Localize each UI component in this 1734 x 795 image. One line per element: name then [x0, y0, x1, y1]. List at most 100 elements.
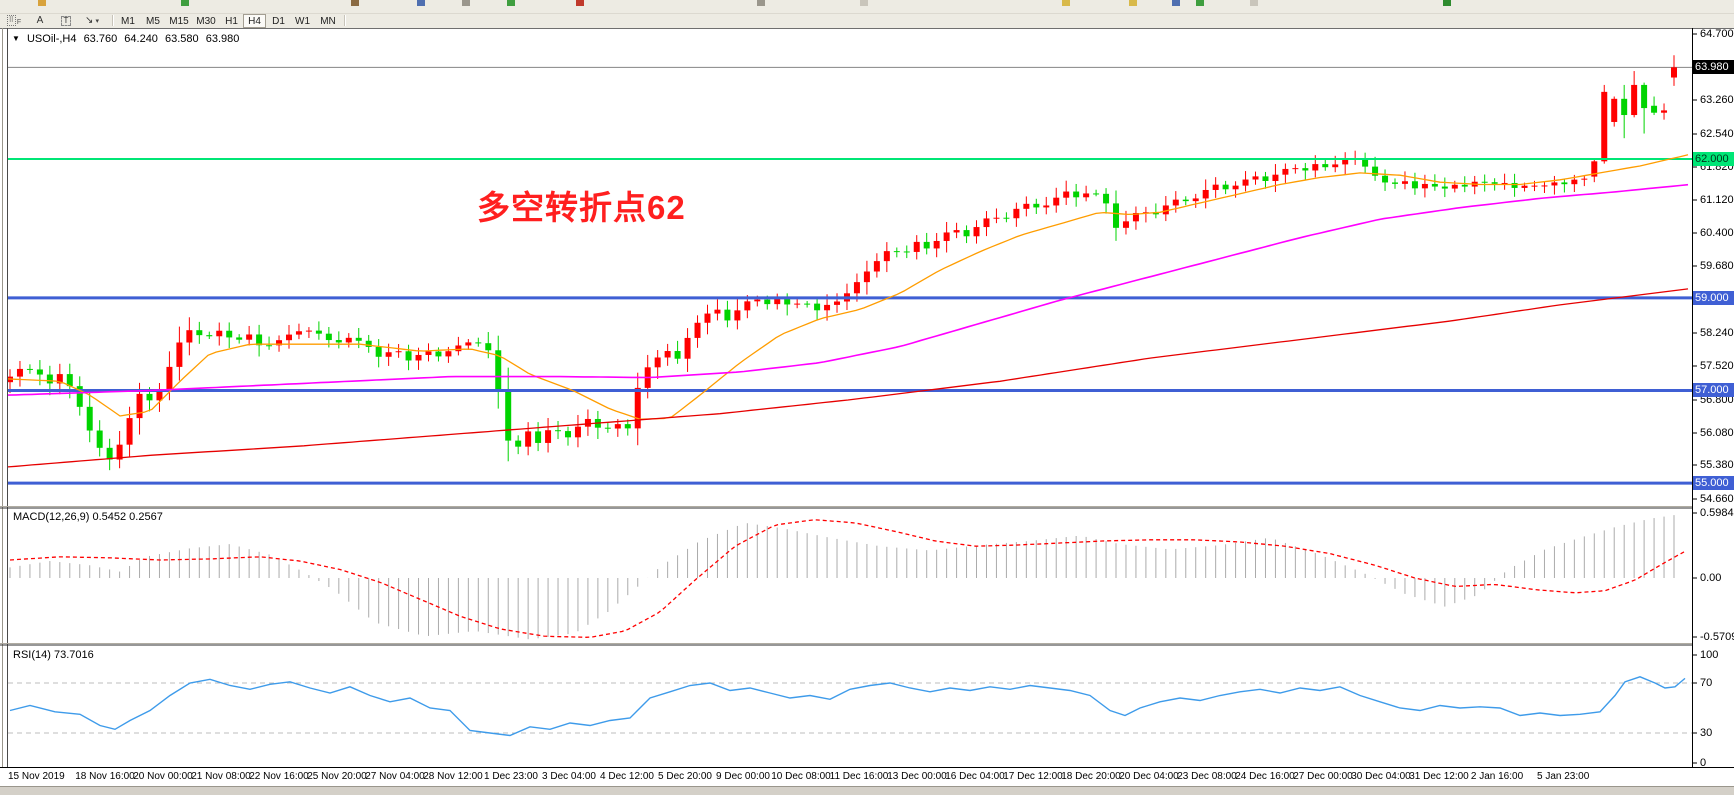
- candle: [1401, 181, 1408, 184]
- close-value: 63.980: [205, 33, 240, 45]
- candle: [545, 430, 552, 443]
- toolbar-icon-clipped[interactable]: [38, 0, 46, 6]
- candle: [1013, 208, 1020, 219]
- period-button-w1[interactable]: W1: [295, 15, 310, 27]
- pane-borders: [0, 28, 1734, 786]
- price-tick-label: 58.240: [1700, 327, 1734, 339]
- candle: [704, 313, 711, 323]
- macd-tick-label: -0.5709: [1700, 631, 1734, 643]
- candle: [66, 374, 73, 387]
- period-button-h1[interactable]: H1: [225, 15, 238, 27]
- cursor-grid-icon: ⠿: [6, 15, 16, 26]
- rsi-tick-label: 0: [1700, 757, 1707, 769]
- candle: [1581, 178, 1588, 180]
- candle: [1342, 159, 1349, 165]
- candle: [1431, 183, 1438, 187]
- period-button-mn[interactable]: MN: [320, 15, 336, 27]
- candle: [674, 351, 681, 359]
- candle: [525, 431, 532, 447]
- moving-averages: [8, 154, 1689, 468]
- candle: [1481, 181, 1488, 183]
- toolbar-icon-clipped[interactable]: [507, 0, 515, 6]
- period-button-m5[interactable]: M5: [146, 15, 160, 27]
- candle: [883, 251, 890, 262]
- toolbar-icon-clipped[interactable]: [1062, 0, 1070, 6]
- candle: [1372, 166, 1379, 176]
- time-tick-label: 22 Nov 16:00: [249, 771, 309, 782]
- period-button-h4[interactable]: H4: [243, 14, 266, 28]
- toolbar-icon-clipped[interactable]: [1250, 0, 1258, 6]
- price-tick-label: 55.380: [1700, 459, 1734, 471]
- macd-pane[interactable]: [9, 515, 1685, 640]
- candlesticks[interactable]: [7, 55, 1677, 471]
- time-tick-label: 1 Dec 23:00: [484, 771, 538, 782]
- candle: [1332, 164, 1339, 168]
- toolbar-icon-clipped[interactable]: [576, 0, 584, 6]
- candle: [415, 354, 422, 361]
- candle: [1631, 84, 1638, 116]
- period-button-m1[interactable]: M1: [121, 15, 135, 27]
- toolbar-icon-clipped[interactable]: [1196, 0, 1204, 6]
- candle: [1222, 184, 1229, 190]
- time-tick-label: 5 Dec 20:00: [658, 771, 712, 782]
- period-button-m15[interactable]: M15: [169, 15, 189, 27]
- toolbar-icon-clipped[interactable]: [351, 0, 359, 6]
- collapse-icon[interactable]: ▼: [12, 34, 20, 43]
- arrow-objects-tool-button[interactable]: ↘ ▾: [82, 14, 102, 27]
- candle: [226, 330, 233, 338]
- text-annotation-tool-button[interactable]: A: [30, 14, 50, 27]
- candle: [973, 227, 980, 237]
- arrow-objects-sub-glyph: ▾: [95, 17, 99, 25]
- arrow-objects-icon: ↘: [85, 15, 94, 26]
- macd-tick-label: 0.00: [1700, 572, 1722, 584]
- candle: [465, 342, 472, 346]
- toolbar-icon-clipped[interactable]: [1172, 0, 1180, 6]
- candle: [754, 299, 761, 302]
- candle: [1491, 182, 1498, 184]
- toolbar-icon-clipped[interactable]: [417, 0, 425, 6]
- candle: [1561, 182, 1568, 185]
- candle: [425, 351, 432, 355]
- candle: [1033, 203, 1040, 208]
- candle: [1113, 203, 1120, 228]
- candle: [315, 330, 322, 334]
- time-tick-label: 30 Dec 04:00: [1351, 771, 1411, 782]
- toolbar-icon-clipped[interactable]: [462, 0, 470, 6]
- candle: [933, 240, 940, 249]
- rsi-pane[interactable]: [8, 676, 1692, 737]
- chart-text-annotation[interactable]: 多空转折点62: [477, 189, 686, 226]
- candle: [1252, 176, 1259, 180]
- chart-symbol-header[interactable]: ▼ USOil-,H4 63.760 64.240 63.580 63.980: [12, 33, 243, 45]
- horizontal-levels[interactable]: [8, 158, 1692, 485]
- candle: [86, 406, 93, 431]
- toolbar-icon-clipped[interactable]: [181, 0, 189, 6]
- candle: [784, 298, 791, 305]
- toolbar-icon-clipped[interactable]: [1129, 0, 1137, 6]
- time-tick-label: 9 Dec 00:00: [716, 771, 770, 782]
- candle: [1621, 98, 1628, 116]
- period-button-d1[interactable]: D1: [272, 15, 285, 27]
- candle: [1202, 189, 1209, 199]
- candle: [166, 366, 173, 391]
- time-tick-label: 20 Nov 00:00: [133, 771, 193, 782]
- toolbar-icon-clipped[interactable]: [757, 0, 765, 6]
- candle: [1172, 199, 1179, 206]
- candle: [1212, 184, 1219, 190]
- toolbar-icon-clipped[interactable]: [860, 0, 868, 6]
- candle: [196, 330, 203, 336]
- price-axis[interactable]: 64.700 63.260 62.540 61.820 61.120 60.400 59.6…: [1692, 28, 1734, 769]
- candle: [1003, 217, 1010, 219]
- toolbar-icon-clipped[interactable]: [1443, 0, 1451, 6]
- time-axis[interactable]: 15 Nov 2019 18 Nov 16:00 20 Nov 00:00 21 No…: [0, 768, 1734, 786]
- candle: [56, 374, 63, 384]
- text-box-tool-button[interactable]: T: [56, 14, 76, 27]
- candle: [106, 447, 113, 460]
- candle: [1302, 168, 1309, 171]
- candle: [1521, 185, 1528, 188]
- time-tick-label: 15 Nov 2019: [8, 771, 65, 782]
- candle: [684, 337, 691, 359]
- cursor-grid-tool-button[interactable]: ⠿ F: [4, 14, 24, 27]
- period-button-m30[interactable]: M30: [196, 15, 216, 27]
